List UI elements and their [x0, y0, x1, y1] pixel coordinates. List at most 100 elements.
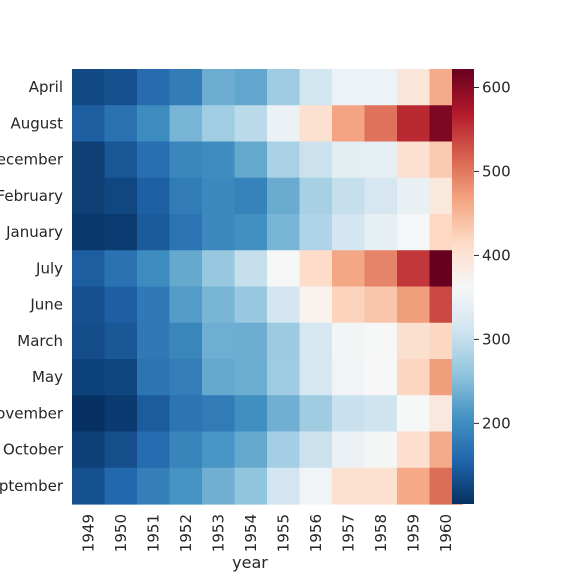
x-tick-label: 1954	[242, 514, 260, 552]
y-tick-label: April	[29, 78, 63, 96]
y-tick-label: October	[3, 441, 64, 459]
heatmap-cell	[397, 141, 431, 179]
heatmap-cell	[364, 395, 398, 433]
heatmap-cell	[72, 214, 106, 251]
heatmap-cell	[364, 105, 398, 143]
colorbar-tick-label: 300	[482, 330, 511, 348]
x-tick-label: 1960	[437, 514, 455, 552]
heatmap-cell	[267, 69, 301, 106]
heatmap-cell	[137, 395, 171, 433]
heatmap-cell	[104, 141, 138, 179]
heatmap-cell	[364, 214, 398, 251]
heatmap-cell	[299, 105, 333, 143]
heatmap-cell	[332, 69, 366, 106]
heatmap-cell	[137, 467, 171, 505]
heatmap-cell	[397, 177, 431, 215]
heatmap-cell	[267, 286, 301, 324]
heatmap-cell	[332, 467, 366, 505]
heatmap-cell	[364, 431, 398, 469]
heatmap-cell	[299, 359, 333, 396]
heatmap-cell	[104, 250, 138, 288]
heatmap-cell	[332, 250, 366, 288]
y-tick-label: March	[17, 332, 63, 350]
heatmap-cell	[364, 250, 398, 288]
heatmap-cell	[202, 431, 236, 469]
x-tick-label: 1959	[404, 514, 422, 552]
heatmap-cell	[202, 322, 236, 360]
y-tick-label: November	[0, 404, 64, 422]
y-tick-label: May	[32, 368, 63, 386]
heatmap-cell	[169, 395, 203, 433]
heatmap-cell	[202, 250, 236, 288]
heatmap-cell	[137, 250, 171, 288]
heatmap-cell	[72, 467, 106, 505]
heatmap-cell	[299, 177, 333, 215]
heatmap-cell	[169, 69, 203, 106]
x-tick-label: 1949	[79, 514, 97, 552]
heatmap-cell	[234, 467, 268, 505]
heatmap-cell	[397, 69, 431, 106]
heatmap-cell	[234, 105, 268, 143]
heatmap-cell	[104, 359, 138, 396]
heatmap-cell	[267, 177, 301, 215]
heatmap-cell	[137, 177, 171, 215]
heatmap-cell	[202, 177, 236, 215]
heatmap-cell	[397, 322, 431, 360]
heatmap-cells	[72, 69, 463, 505]
heatmap-cell	[397, 431, 431, 469]
heatmap-cell	[397, 359, 431, 396]
heatmap-cell	[332, 322, 366, 360]
heatmap-cell	[169, 141, 203, 179]
heatmap-cell	[299, 250, 333, 288]
heatmap-cell	[267, 105, 301, 143]
heatmap-cell	[137, 359, 171, 396]
heatmap-cell	[104, 467, 138, 505]
heatmap-cell	[332, 359, 366, 396]
heatmap-cell	[202, 214, 236, 251]
heatmap-cell	[137, 322, 171, 360]
heatmap-cell	[397, 286, 431, 324]
heatmap-cell	[332, 105, 366, 143]
y-tick-label: September	[0, 477, 64, 495]
heatmap-cell	[364, 359, 398, 396]
heatmap-cell	[169, 431, 203, 469]
heatmap-cell	[234, 141, 268, 179]
x-tick-label: 1950	[112, 514, 130, 552]
heatmap-cell	[299, 214, 333, 251]
heatmap-cell	[234, 250, 268, 288]
heatmap-cell	[267, 359, 301, 396]
heatmap-cell	[364, 286, 398, 324]
heatmap-cell	[332, 177, 366, 215]
heatmap-cell	[169, 177, 203, 215]
heatmap-cell	[299, 322, 333, 360]
x-axis-title: year	[232, 553, 268, 572]
colorbar-gradient	[452, 69, 474, 504]
heatmap-cell	[332, 214, 366, 251]
y-tick-label: January	[5, 223, 63, 241]
heatmap-cell	[332, 431, 366, 469]
heatmap-cell	[267, 250, 301, 288]
x-tick-label: 1956	[307, 514, 325, 552]
x-tick-labels: 1949 1950 1951 1952 1953 1954 1955 1956 1957 1958…	[79, 514, 455, 552]
heatmap-cell	[234, 431, 268, 469]
heatmap-cell	[397, 250, 431, 288]
heatmap-cell	[267, 322, 301, 360]
heatmap-cell	[104, 105, 138, 143]
heatmap-cell	[364, 322, 398, 360]
heatmap-cell	[364, 141, 398, 179]
heatmap-cell	[169, 467, 203, 505]
heatmap-cell	[72, 177, 106, 215]
heatmap-cell	[364, 69, 398, 106]
heatmap-cell	[72, 395, 106, 433]
heatmap-cell	[267, 214, 301, 251]
y-tick-labels: April August December February January July Ju…	[0, 78, 64, 495]
x-tick-label: 1952	[177, 514, 195, 552]
heatmap-cell	[72, 359, 106, 396]
y-tick-label: June	[29, 296, 63, 314]
heatmap-cell	[299, 141, 333, 179]
heatmap-cell	[72, 431, 106, 469]
colorbar-tick-label: 500	[482, 162, 511, 180]
heatmap-cell	[397, 467, 431, 505]
heatmap-cell	[202, 141, 236, 179]
